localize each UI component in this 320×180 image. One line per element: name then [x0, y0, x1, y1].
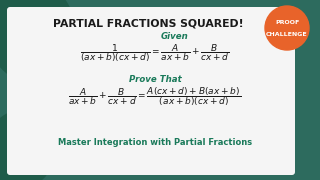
- Circle shape: [265, 6, 309, 50]
- Text: Given: Given: [161, 32, 189, 41]
- Text: $\dfrac{1}{(ax+b)(cx+d)} = \dfrac{A}{ax+b} + \dfrac{B}{cx+d}$: $\dfrac{1}{(ax+b)(cx+d)} = \dfrac{A}{ax+…: [80, 42, 230, 64]
- FancyBboxPatch shape: [7, 7, 295, 175]
- Text: CHALLENGE: CHALLENGE: [266, 31, 308, 37]
- Text: Prove That: Prove That: [129, 75, 181, 84]
- Text: Master Integration with Partial Fractions: Master Integration with Partial Fraction…: [58, 138, 252, 147]
- Text: PARTIAL FRACTIONS SQUARED!: PARTIAL FRACTIONS SQUARED!: [53, 18, 243, 28]
- Ellipse shape: [0, 110, 55, 180]
- Ellipse shape: [0, 0, 76, 84]
- Text: $\dfrac{A}{ax+b} + \dfrac{B}{cx+d} = \dfrac{A(cx+d)+B(ax+b)}{(ax+b)(cx+d)}$: $\dfrac{A}{ax+b} + \dfrac{B}{cx+d} = \df…: [68, 85, 242, 108]
- Text: PROOF: PROOF: [275, 21, 299, 26]
